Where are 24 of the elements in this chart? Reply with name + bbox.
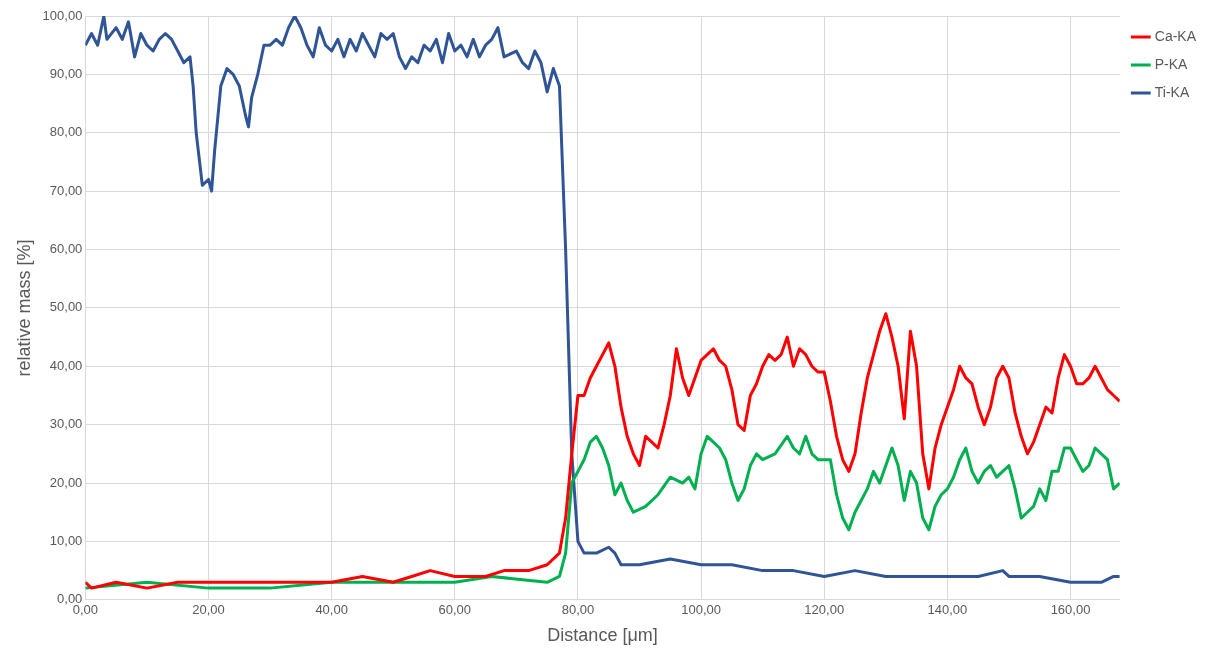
y-tick-label: 20,00 <box>49 474 83 490</box>
legend-label: P-KA <box>1154 55 1189 72</box>
x-tick-label: 40,00 <box>315 602 348 618</box>
x-tick-label: 80,00 <box>561 602 595 618</box>
y-tick-label: 50,00 <box>49 299 83 315</box>
y-tick-label: 80,00 <box>49 124 83 140</box>
y-tick-label: 10,00 <box>49 533 83 548</box>
y-tick-label: 30,00 <box>49 416 83 432</box>
x-tick-label: 20,00 <box>192 602 225 618</box>
x-tick-label: 140,00 <box>927 602 968 618</box>
y-tick-label: 40,00 <box>49 357 83 373</box>
x-tick-label: 100,00 <box>681 602 721 618</box>
legend-label: Ti-KA <box>1154 83 1190 100</box>
y-tick-label: 100,00 <box>42 7 83 23</box>
x-tick-label: 160,00 <box>1050 602 1091 618</box>
legend-label: Ca-KA <box>1154 27 1197 44</box>
y-tick-label: 70,00 <box>49 182 83 198</box>
x-tick-label: 0,00 <box>72 602 99 618</box>
y-axis-title: relative mass [%] <box>13 239 34 377</box>
y-tick-label: 60,00 <box>49 241 83 257</box>
x-axis-title: Distance [μm] <box>547 625 658 646</box>
x-tick-label: 120,00 <box>804 602 845 618</box>
x-tick-label: 60,00 <box>438 602 472 618</box>
y-tick-label: 90,00 <box>49 65 83 81</box>
